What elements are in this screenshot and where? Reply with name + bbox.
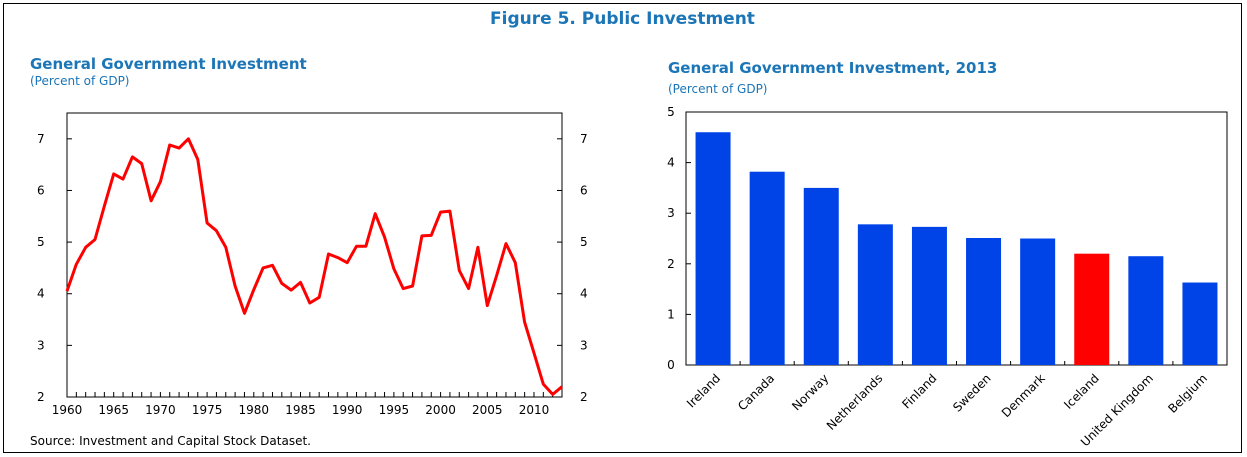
bar-finland — [911, 226, 947, 365]
line-chart-subtitle: (Percent of GDP) — [30, 74, 130, 88]
bar-y-tick-label: 0 — [667, 358, 675, 372]
bar-category-label: Iceland — [1061, 371, 1102, 412]
bar-united-kingdom — [1128, 256, 1164, 365]
line-series-investment — [65, 137, 563, 396]
y-tick-label-left: 3 — [37, 338, 45, 352]
bar-iceland — [1074, 253, 1110, 365]
bar-category-label: Finland — [899, 371, 939, 411]
x-tick-label: 1965 — [98, 403, 129, 417]
y-tick-label-left: 7 — [37, 132, 45, 146]
x-tick-label: 1990 — [332, 403, 363, 417]
y-tick-label-right: 2 — [580, 390, 588, 404]
x-tick-label: 2010 — [519, 403, 550, 417]
y-tick-label-right: 6 — [580, 183, 588, 197]
y-tick-label-right: 3 — [580, 338, 588, 352]
y-tick-label-left: 6 — [37, 183, 45, 197]
bar-chart-subtitle: (Percent of GDP) — [668, 82, 768, 96]
bar-ireland — [695, 132, 731, 365]
bar-category-label: Canada — [735, 371, 777, 413]
bar-category-label: Ireland — [684, 371, 723, 410]
y-tick-label-right: 5 — [580, 235, 588, 249]
bar-category-label: Denmark — [999, 371, 1048, 420]
line-chart-title: General Government Investment — [30, 55, 307, 73]
line-plot-area — [66, 112, 563, 398]
bar-sweden — [966, 237, 1002, 365]
x-tick-label: 1980 — [239, 403, 270, 417]
bar-belgium — [1182, 282, 1218, 365]
figure-title: Figure 5. Public Investment — [490, 9, 755, 29]
x-tick-label: 1960 — [52, 403, 83, 417]
bar-denmark — [1020, 238, 1056, 365]
x-tick-label: 1985 — [285, 403, 316, 417]
x-tick-label: 2000 — [425, 403, 456, 417]
bar-y-tick-label: 5 — [667, 105, 675, 119]
figure-frame: Figure 5. Public Investment — [3, 3, 1242, 453]
x-tick-label: 1975 — [192, 403, 223, 417]
bar-category-label: Sweden — [950, 371, 993, 414]
bar-y-tick-label: 4 — [667, 156, 675, 170]
y-tick-label-left: 2 — [37, 390, 45, 404]
y-tick-label-right: 4 — [580, 287, 588, 301]
bar-netherlands — [857, 224, 893, 365]
y-tick-label-left: 4 — [37, 287, 45, 301]
y-tick-label-right: 7 — [580, 132, 588, 146]
bar-y-tick-label: 3 — [667, 206, 675, 220]
bar-category-label: Netherlands — [824, 371, 886, 433]
source-note: Source: Investment and Capital Stock Dat… — [30, 434, 311, 448]
bar-y-tick-label: 1 — [667, 307, 675, 321]
bar-chart-title: General Government Investment, 2013 — [668, 59, 998, 77]
y-tick-label-left: 5 — [37, 235, 45, 249]
bar-norway — [803, 187, 839, 365]
bar-category-label: Belgium — [1165, 371, 1210, 416]
bar-canada — [749, 171, 785, 365]
x-tick-label: 2005 — [472, 403, 503, 417]
bar-y-tick-label: 2 — [667, 257, 675, 271]
bar-category-label: Norway — [789, 371, 831, 413]
x-tick-label: 1995 — [379, 403, 410, 417]
x-tick-label: 1970 — [145, 403, 176, 417]
